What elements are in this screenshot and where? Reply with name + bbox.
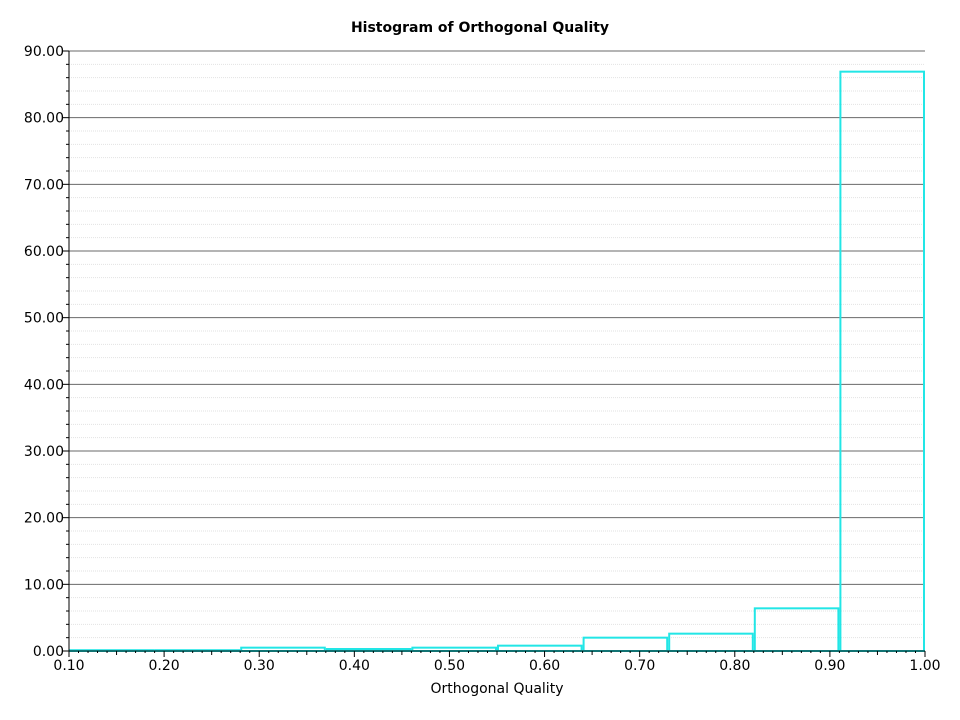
x-tick-label: 0.20 xyxy=(149,658,180,674)
histogram-bar xyxy=(582,636,669,653)
y-tick-label: 20.00 xyxy=(24,511,64,527)
y-tick-label: 50.00 xyxy=(24,311,64,327)
y-tick-label: 30.00 xyxy=(24,444,64,460)
major-grid xyxy=(69,50,925,585)
x-tick-label: 1.00 xyxy=(909,658,940,674)
x-axis-ticks: 0.10 0.20 0.30 0.40 0.50 0.60 0.70 0.80 0.90 1.00 xyxy=(53,651,941,674)
y-tick-label: 90.00 xyxy=(24,44,64,60)
histogram-bars xyxy=(69,70,926,653)
x-tick-label: 0.10 xyxy=(53,658,84,674)
x-tick-label: 0.40 xyxy=(339,658,370,674)
histogram-bar xyxy=(839,70,926,652)
histogram-bar xyxy=(753,607,840,652)
x-tick-label: 0.60 xyxy=(529,658,560,674)
x-tick-label: 0.50 xyxy=(434,658,465,674)
histogram-bar xyxy=(668,632,754,653)
y-tick-label: 0.00 xyxy=(33,644,64,660)
histogram-bar xyxy=(497,644,583,653)
y-axis-ticks: 0.00 10.00 20.00 30.00 40.00 50.00 60.00 70.00 8… xyxy=(24,44,69,660)
x-tick-label: 0.90 xyxy=(814,658,845,674)
x-axis-title: Orthogonal Quality xyxy=(431,681,564,697)
y-tick-label: 60.00 xyxy=(24,244,64,260)
axes xyxy=(68,51,925,652)
y-tick-label: 10.00 xyxy=(24,577,64,593)
y-tick-label: 40.00 xyxy=(24,377,64,393)
x-tick-label: 0.30 xyxy=(244,658,275,674)
x-tick-label: 0.70 xyxy=(624,658,655,674)
x-tick-label: 0.80 xyxy=(719,658,750,674)
y-tick-label: 80.00 xyxy=(24,111,64,127)
minor-grid xyxy=(69,63,925,639)
y-tick-label: 70.00 xyxy=(24,177,64,193)
chart-title: Histogram of Orthogonal Quality xyxy=(350,20,610,36)
